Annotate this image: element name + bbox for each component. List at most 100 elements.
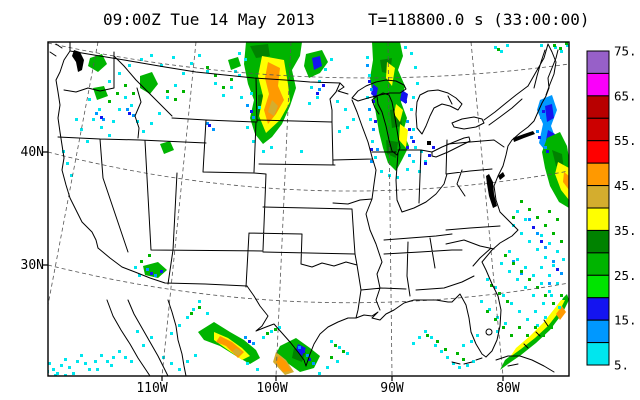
radar-echo-pixel — [556, 250, 559, 253]
frame-rect — [47, 41, 570, 377]
radar-echo-pixel — [430, 336, 433, 339]
radar-echo-pixel — [68, 366, 71, 369]
lat-label-30n: 30N — [20, 258, 44, 273]
radar-echo-pixel — [500, 50, 503, 53]
radar-echo-pixel — [182, 72, 185, 75]
radar-echo-pixel — [490, 284, 493, 287]
radar-echo-pixel — [410, 108, 413, 111]
radar-echo-pixel — [540, 282, 543, 285]
colorbar-cell — [586, 297, 610, 321]
radar-echo-pixel — [528, 278, 531, 281]
radar-echo-pixel — [336, 100, 339, 103]
gulf-coast — [305, 293, 487, 367]
chesapeake-bay — [486, 174, 497, 208]
radar-echo-pixel — [142, 344, 145, 347]
radar-echo-pixel — [250, 92, 253, 95]
radar-echo-pixel — [212, 128, 215, 131]
radar-echo-pixel — [548, 210, 551, 213]
radar-echo-pixel — [548, 282, 551, 285]
radar-echo-pixel — [244, 58, 247, 61]
radar-echo-pixel — [420, 150, 423, 153]
radar-echo-pixel — [75, 118, 78, 121]
radar-echo-pixel — [230, 86, 233, 89]
radar-echo-pixel — [346, 352, 349, 355]
radar-echo-pixel — [66, 162, 69, 165]
radar-echo-pixel — [542, 110, 545, 113]
radar-echo-pixel — [70, 174, 73, 177]
lon-label-110w: 110W — [136, 381, 168, 396]
radar-echo-pixel — [118, 350, 121, 353]
radar-echo-pixel — [102, 118, 105, 121]
radar-echo-pixel — [440, 350, 443, 353]
radar-echo-pixel — [174, 84, 177, 87]
radar-echo-pixel — [512, 260, 515, 263]
radar-echo-pixel — [508, 270, 511, 273]
colorbar-label: 35. — [614, 223, 637, 238]
radar-echo-pixel — [298, 346, 301, 349]
radar-echo-pixel — [518, 326, 521, 329]
radar-echo-pixel — [550, 294, 553, 297]
radar-echo-pixel — [136, 120, 139, 123]
radar-echo-pixel — [512, 216, 515, 219]
radar-echo-pixel — [494, 46, 497, 49]
radar-echo-pixel — [544, 294, 547, 297]
radar-echo-pixel — [534, 310, 537, 313]
radar-echo-polygon — [556, 306, 566, 320]
radar-echo-pixel — [334, 344, 337, 347]
radar-echo-pixel — [406, 146, 409, 149]
radar-echo-pixel — [240, 96, 243, 99]
radar-echo-polygon — [276, 356, 291, 372]
radar-echo-pixel — [446, 356, 449, 359]
radar-echo-pixel — [330, 356, 333, 359]
radar-echo-pixel — [406, 120, 409, 123]
radar-echo-pixel — [506, 44, 509, 47]
colorbar-label: 15. — [614, 313, 637, 328]
canada-border — [69, 50, 349, 95]
radar-echo-pixel — [542, 302, 545, 305]
radar-echo-pixel — [198, 300, 201, 303]
radar-echo-pixel — [536, 248, 539, 251]
radar-echo-pixel — [410, 52, 413, 55]
radar-echo-pixel — [508, 250, 511, 253]
radar-echo-pixel — [540, 266, 543, 269]
radar-echo-pixel — [192, 308, 195, 311]
radar-echo-pixel — [238, 74, 241, 77]
radar-echo-pixel — [458, 366, 461, 369]
radar-echo-pixel — [95, 112, 98, 115]
radar-echo-pixel — [64, 374, 67, 376]
radar-echo-pixel — [118, 72, 121, 75]
radar-echo-pixel — [190, 312, 193, 315]
lon-label-100w: 100W — [256, 381, 288, 396]
radar-echo-pixel — [412, 96, 415, 99]
radar-echo-pixel — [410, 136, 413, 139]
radar-echo-pixel — [548, 242, 551, 245]
radar-echo-pixel — [312, 362, 315, 365]
radar-echo-pixel — [369, 118, 372, 121]
radar-echo-pixel — [92, 118, 95, 121]
radar-echo-pixel — [562, 258, 565, 261]
radar-echo-pixel — [412, 128, 415, 131]
delaware-bay — [498, 172, 505, 180]
radar-echo-pixel — [404, 46, 407, 49]
rio-grande — [246, 285, 307, 367]
lake-st-clair — [427, 141, 431, 145]
radar-echo-pixel — [404, 100, 407, 103]
radar-echo-pixel — [160, 64, 163, 67]
radar-echo-polygon — [371, 84, 378, 98]
radar-echo-pixel — [424, 160, 427, 163]
radar-echo-pixel — [118, 108, 121, 111]
radar-echo-pixel — [342, 350, 345, 353]
radar-echo-pixel — [552, 302, 555, 305]
radar-echo-pixel — [546, 150, 549, 153]
radar-echo-pixel — [414, 146, 417, 149]
radar-echo-pixel — [166, 96, 169, 99]
radar-echo-pixel — [520, 270, 523, 273]
mexico-border — [97, 247, 248, 287]
radar-echo-pixel — [262, 336, 265, 339]
radar-echo-pixel — [548, 274, 551, 277]
radar-echo-pixel — [518, 310, 521, 313]
radar-echo-pixel — [500, 262, 503, 265]
radar-echo-pixel — [126, 108, 129, 111]
